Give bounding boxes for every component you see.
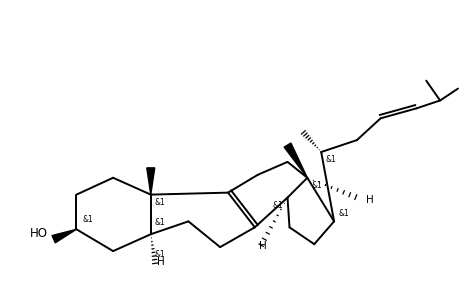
Text: &1: &1 bbox=[311, 181, 322, 190]
Text: H: H bbox=[157, 257, 165, 267]
Text: &1: &1 bbox=[155, 198, 166, 207]
Polygon shape bbox=[52, 229, 76, 243]
Polygon shape bbox=[284, 143, 307, 178]
Text: &1: &1 bbox=[338, 209, 349, 218]
Text: &1: &1 bbox=[155, 249, 166, 259]
Text: &1: &1 bbox=[273, 201, 284, 210]
Text: H: H bbox=[366, 195, 374, 205]
Text: &1: &1 bbox=[325, 156, 336, 164]
Polygon shape bbox=[147, 168, 155, 195]
Text: &1: &1 bbox=[155, 218, 166, 227]
Text: HO: HO bbox=[30, 227, 48, 240]
Text: H: H bbox=[259, 241, 266, 251]
Text: &1: &1 bbox=[83, 215, 93, 224]
